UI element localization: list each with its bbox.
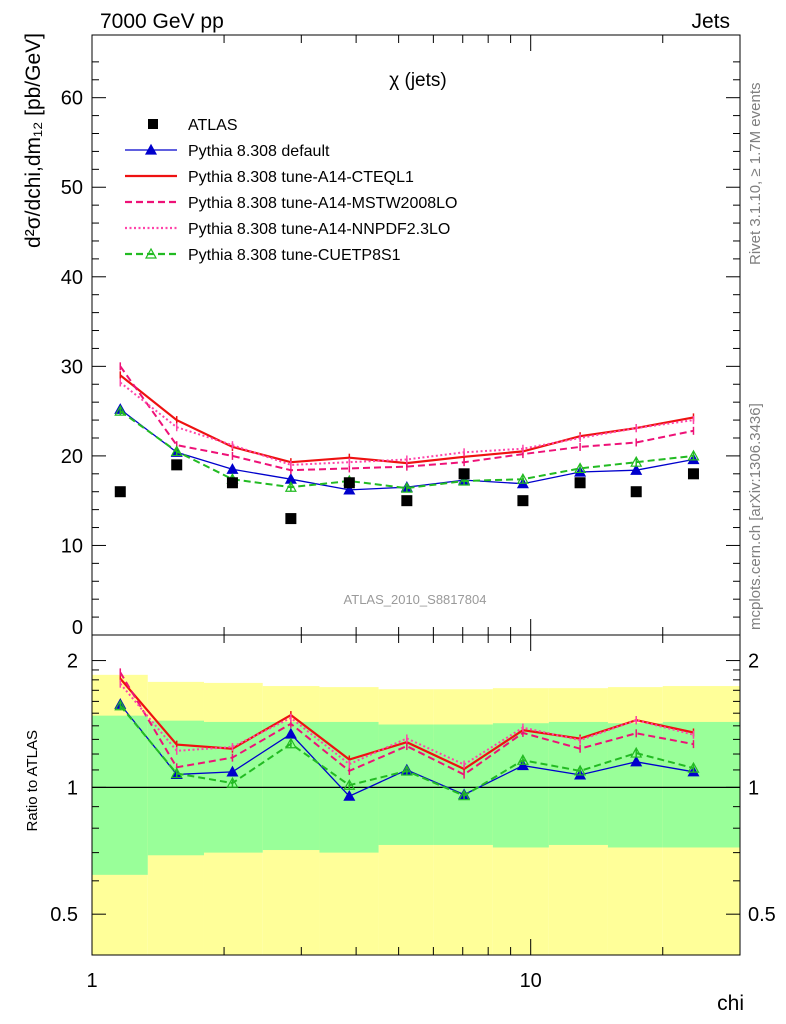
legend-label: Pythia 8.308 default (188, 143, 330, 160)
x-axis: 1 10 (86, 35, 741, 992)
atlas-data-point (687, 468, 699, 480)
series-point (630, 455, 643, 467)
main-y-tick-label: 10 (61, 535, 83, 557)
ratio-series-point (343, 778, 356, 790)
ratio-series-line-2 (119, 671, 694, 776)
series-point (400, 481, 413, 493)
atlas-data-point (401, 495, 413, 507)
main-y-tick-label: 30 (61, 356, 83, 378)
chart-title: χ (jets) (389, 70, 446, 91)
ratio-series-point (687, 761, 700, 773)
atlas-data-point (226, 477, 238, 489)
ratio-series-point (630, 755, 643, 767)
atlas-data-point (574, 477, 586, 489)
series-point (284, 481, 297, 492)
atlas-data-point (458, 468, 470, 480)
ratio-band-inner-bin (662, 721, 740, 848)
ratio-series-point (284, 737, 297, 749)
legend-label: Pythia 8.308 tune-A14-MSTW2008LO (188, 195, 457, 212)
ratio-y-tick-label-right: 1 (748, 777, 759, 799)
atlas-data-point (114, 486, 126, 498)
ratio-panel-frame (91, 634, 741, 956)
legend-marker (144, 143, 158, 155)
series-point (458, 474, 471, 486)
series-point (630, 463, 643, 475)
legend-label: Pythia 8.308 tune-A14-CTEQL1 (188, 169, 414, 186)
ratio-series-point (630, 746, 643, 758)
main-y-axis: 0 10 20 30 40 50 60 (61, 61, 740, 639)
atlas-data-point (285, 513, 297, 525)
main-y-tick-label: 40 (61, 267, 83, 289)
main-y-tick-label: 20 (61, 446, 83, 468)
ratio-band-inner-bin (92, 715, 148, 875)
ratio-y-axis: 0.5 0.5 1 1 2 2 (50, 651, 776, 927)
x-axis-title: chi (717, 992, 744, 1015)
header-right: Jets (691, 10, 730, 33)
mcplots-note: mcplots.cern.ch [arXiv:1306.3436] (747, 403, 764, 630)
main-series-layer (114, 362, 700, 495)
series-point (170, 445, 183, 457)
ratio-y-axis-title: Ratio to ATLAS (24, 730, 41, 831)
main-y-tick-label: 0 (72, 617, 83, 639)
series-point (114, 404, 127, 416)
series-point (343, 483, 356, 495)
ratio-series-point (170, 767, 183, 779)
series-line-3 (119, 381, 694, 466)
main-y-tick-label: 50 (61, 177, 83, 199)
ratio-y-tick-label: 1 (67, 777, 78, 799)
atlas-data-points (114, 459, 699, 525)
series-line-2 (119, 365, 694, 472)
series-point (516, 472, 529, 484)
atlas-data-point (517, 495, 529, 507)
ratio-y-tick-label-right: 2 (748, 651, 759, 673)
header-left: 7000 GeV pp (100, 10, 224, 33)
series-line-0 (119, 408, 694, 491)
ratio-band-inner-bin (378, 724, 434, 845)
ratio-series-point (400, 764, 413, 776)
legend-label: Pythia 8.308 tune-A14-NNPDF2.3LO (188, 221, 450, 238)
ratio-series-point (574, 764, 587, 776)
legend-label: Pythia 8.308 tune-CUETP8S1 (188, 247, 401, 264)
x-tick-label: 1 (86, 970, 97, 992)
series-line-4 (119, 410, 694, 490)
legend-marker (144, 247, 158, 259)
legend-label: ATLAS (188, 117, 238, 134)
main-y-tick-label: 60 (61, 88, 83, 110)
ratio-series-point (226, 765, 239, 777)
rivet-note: Rivet 3.1.10, ≥ 1.7M events (747, 83, 764, 266)
legend-marker-atlas (148, 119, 158, 129)
ratio-series-point (343, 789, 356, 801)
ratio-series-point (114, 699, 127, 711)
ratio-y-tick-label: 2 (67, 651, 78, 673)
x-tick-label: 10 (520, 970, 542, 992)
atlas-data-point (171, 459, 183, 471)
ratio-series-point (458, 789, 471, 801)
ratio-bands (92, 674, 740, 955)
series-point (574, 462, 587, 474)
main-y-axis-title: d²σ/dchi,dm₁₂ [pb/GeV] (22, 33, 45, 248)
ratio-series-point (516, 753, 529, 765)
ratio-series-point (516, 759, 529, 771)
ratio-y-tick-label: 0.5 (50, 904, 78, 926)
ratio-band-inner-bin (492, 723, 549, 848)
atlas-data-point (630, 486, 642, 498)
legend: ATLAS Pythia 8.308 default Pythia 8.308 tu… (125, 117, 457, 264)
atlas-data-point (343, 477, 355, 489)
ratio-series-layer (114, 668, 700, 801)
series-point (687, 449, 700, 461)
ratio-series-point (226, 776, 239, 788)
chart-watermark: ATLAS_2010_S8817804 (344, 592, 487, 607)
ratio-band-inner-bin (607, 723, 663, 848)
ratio-y-tick-label-right: 0.5 (748, 904, 776, 926)
